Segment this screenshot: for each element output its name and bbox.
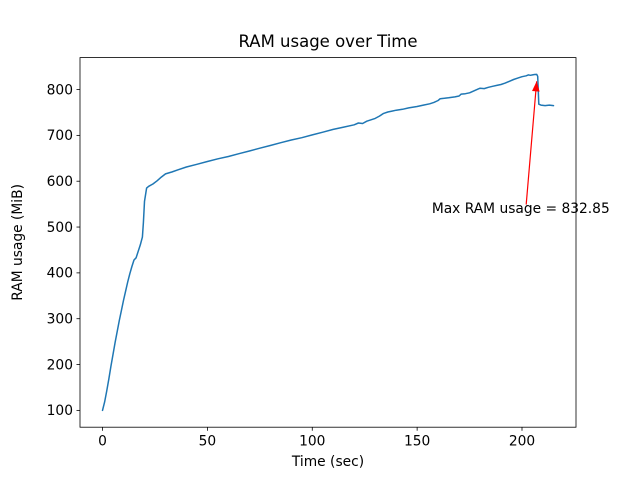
y-axis-ticks: 100 200 300 400 500 600 700 800: [47, 82, 80, 419]
ram-usage-line: [101, 73, 555, 412]
y-axis-label: RAM usage (MiB): [10, 184, 26, 301]
y-tick-label: 300: [47, 312, 73, 328]
max-ram-annotation: Max RAM usage = 832.85: [432, 81, 610, 217]
x-tick-label: 100: [299, 434, 325, 450]
plot-border: [79, 57, 577, 428]
x-axis-ticks: 0 50 100 150 200: [98, 427, 535, 450]
y-tick-label: 100: [47, 403, 73, 419]
annotation-arrow-shaft: [525, 81, 538, 205]
x-axis-label: Time (sec): [291, 454, 364, 470]
annotation-arrowhead: [532, 81, 540, 92]
y-tick-label: 700: [47, 128, 73, 144]
y-tick-label: 200: [47, 357, 73, 373]
y-tick-label: 600: [47, 174, 73, 190]
chart-title: RAM usage over Time: [238, 32, 417, 51]
y-tick-label: 400: [47, 266, 73, 282]
max-ram-annotation-text: Max RAM usage = 832.85: [432, 201, 610, 217]
x-tick-label: 0: [98, 434, 107, 450]
y-tick-label: 800: [47, 82, 73, 98]
x-tick-label: 200: [509, 434, 535, 450]
y-tick-label: 500: [47, 220, 73, 236]
x-tick-label: 150: [404, 434, 430, 450]
x-tick-label: 50: [199, 434, 217, 450]
